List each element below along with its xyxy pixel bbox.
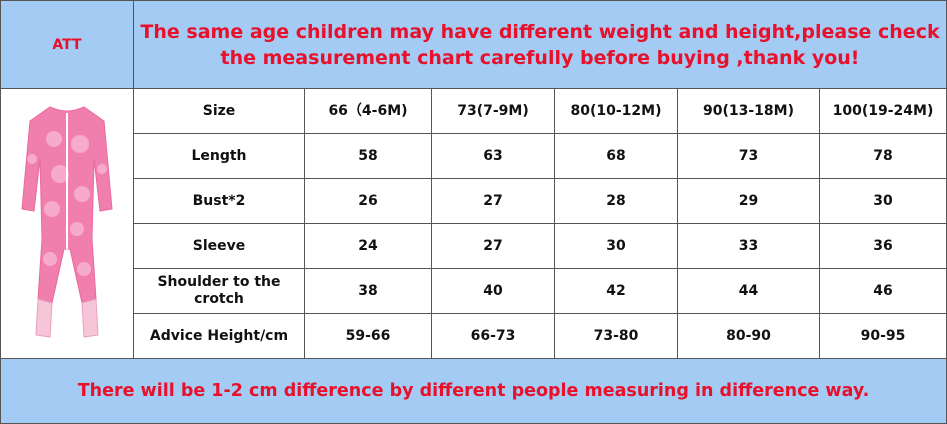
- footer-note: There will be 1-2 cm difference by diffe…: [0, 358, 947, 424]
- value-cell: 30: [554, 223, 678, 269]
- value-cell: 80-90: [677, 313, 820, 359]
- row-label: Bust*2: [133, 178, 305, 224]
- value-cell: 30: [819, 178, 947, 224]
- value-cell: 36: [819, 223, 947, 269]
- header-cell: 100(19-24M): [819, 88, 947, 134]
- value-cell: 33: [677, 223, 820, 269]
- value-cell: 40: [431, 268, 555, 314]
- notice-line: The same age children may have different…: [140, 20, 940, 43]
- value-cell: 44: [677, 268, 820, 314]
- value-cell: 58: [304, 133, 432, 179]
- value-cell: 38: [304, 268, 432, 314]
- header-cell: 90(13-18M): [677, 88, 820, 134]
- header-cell: 80(10-12M): [554, 88, 678, 134]
- value-cell: 24: [304, 223, 432, 269]
- value-cell: 73-80: [554, 313, 678, 359]
- value-cell: 59-66: [304, 313, 432, 359]
- row-label: Length: [133, 133, 305, 179]
- header-cell: 66（4-6M): [304, 88, 432, 134]
- romper-illustration: [21, 105, 113, 338]
- notice: The same age children may have different…: [133, 0, 947, 89]
- header-cell: Size: [133, 88, 305, 134]
- value-cell: 46: [819, 268, 947, 314]
- value-cell: 73: [677, 133, 820, 179]
- row-label: Sleeve: [133, 223, 305, 269]
- value-cell: 42: [554, 268, 678, 314]
- value-cell: 29: [677, 178, 820, 224]
- value-cell: 90-95: [819, 313, 947, 359]
- row-label: Shoulder to the crotch: [133, 268, 305, 314]
- row-label: Advice Height/cm: [133, 313, 305, 359]
- product-image: [0, 88, 134, 359]
- value-cell: 68: [554, 133, 678, 179]
- value-cell: 27: [431, 178, 555, 224]
- value-cell: 27: [431, 223, 555, 269]
- value-cell: 26: [304, 178, 432, 224]
- att-cell: ATT: [0, 0, 134, 89]
- header-cell: 73(7-9M): [431, 88, 555, 134]
- value-cell: 63: [431, 133, 555, 179]
- value-cell: 28: [554, 178, 678, 224]
- value-cell: 66-73: [431, 313, 555, 359]
- notice-line: the measurement chart carefully before b…: [220, 46, 860, 69]
- value-cell: 78: [819, 133, 947, 179]
